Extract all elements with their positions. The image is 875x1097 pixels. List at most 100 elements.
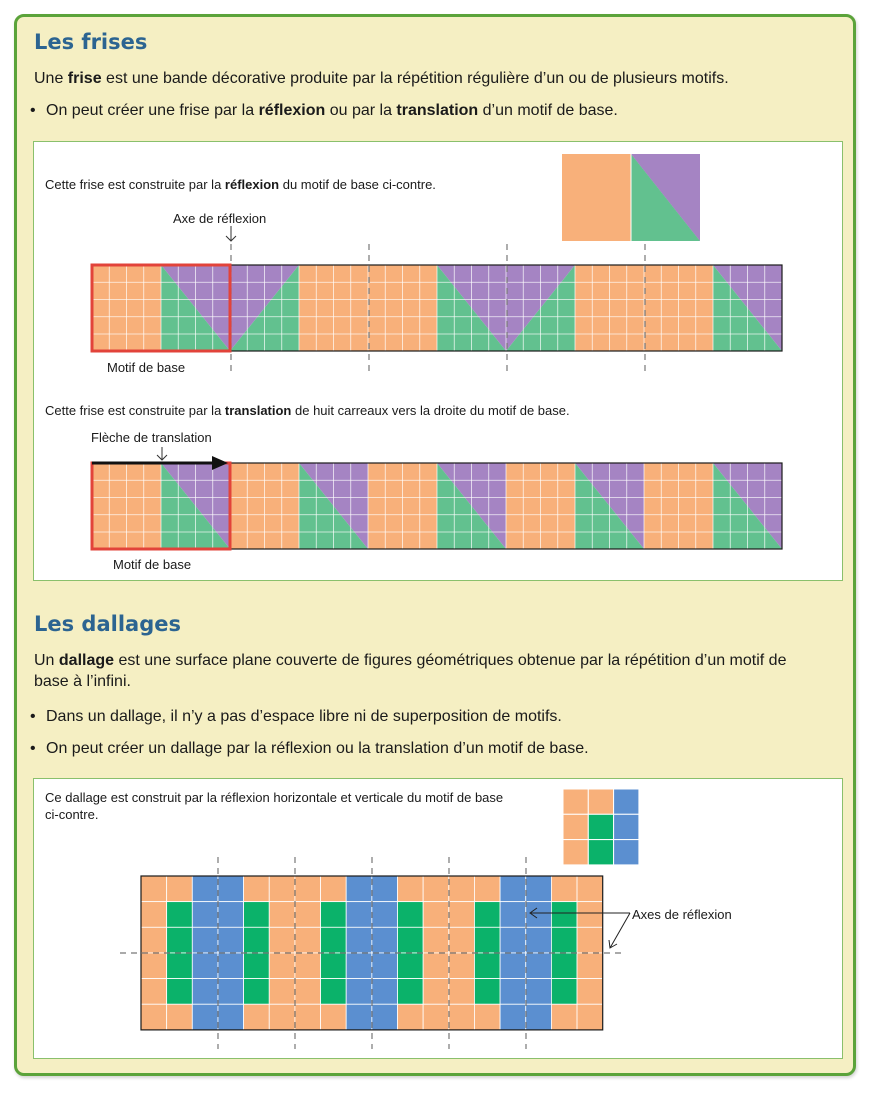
tile-cell [268, 1003, 296, 1031]
purple-triangle [631, 154, 700, 241]
tile-cell [525, 901, 552, 928]
motif-cell [562, 788, 589, 815]
tile-cell [397, 926, 424, 954]
dallage-definition: Un dallage est une surface plane couvert… [34, 652, 787, 690]
tile-cell [397, 952, 424, 980]
arrow-label-pointer-icon [156, 447, 168, 461]
tile-cell [551, 875, 578, 903]
section-title-dallages: Les dallages [34, 612, 181, 636]
tile-cell [217, 1003, 244, 1031]
tile-cell [576, 901, 604, 928]
axes-label: Axes de réflexion [632, 907, 732, 922]
tile-cell [499, 901, 527, 928]
translation-arrow-label: Flèche de translation [91, 430, 212, 445]
motif-cell [587, 839, 615, 866]
tile-cell [448, 978, 475, 1005]
tile-cell [268, 952, 296, 980]
tile-cell [551, 952, 578, 980]
tile-cell [140, 978, 168, 1005]
tile-cell [294, 901, 321, 928]
tile-cell [243, 952, 270, 980]
tile-cell [474, 875, 501, 903]
tile-cell [474, 1003, 501, 1031]
tile-cell [140, 926, 168, 954]
tile-cell [345, 1003, 373, 1031]
tile-cell [371, 952, 398, 980]
tile-cell [191, 978, 219, 1005]
dallage-motif-sample [562, 788, 640, 866]
dallage-tiling [140, 875, 604, 1031]
tile-cell [499, 1003, 527, 1031]
tile-cell [268, 901, 296, 928]
motif-cell [613, 788, 640, 815]
tile-cell [243, 978, 270, 1005]
tile-cell [422, 1003, 450, 1031]
tile-cell [525, 978, 552, 1005]
bullet-icon: • [30, 740, 36, 757]
tile-cell [140, 952, 168, 980]
tile-cell [525, 875, 552, 903]
tile-cell [191, 952, 219, 980]
tile-cell [448, 875, 475, 903]
tile-cell [268, 875, 296, 903]
tile-cell [243, 875, 270, 903]
tile-cell [371, 1003, 398, 1031]
reflexion-motif-label: Motif de base [107, 360, 185, 375]
axes-pointer-icon [529, 907, 630, 919]
tile-cell [166, 1003, 193, 1031]
tile-cell [576, 926, 604, 954]
tile-cell [294, 978, 321, 1005]
dallage-bullet-1: • Dans un dallage, il n’y a pas d’espace … [30, 708, 562, 725]
tile-cell [166, 926, 193, 954]
tile-cell [294, 926, 321, 954]
tile-cell [320, 978, 347, 1005]
tile-cell [345, 952, 373, 980]
frise-definition: Une frise est une bande décorative produ… [34, 70, 729, 87]
tile-cell [474, 978, 501, 1005]
tile-cell [422, 901, 450, 928]
dallage-axes [120, 857, 624, 1049]
translation-frieze [91, 462, 783, 550]
tile-cell [268, 926, 296, 954]
tile-cell [294, 1003, 321, 1031]
tile-cell [422, 952, 450, 980]
translation-arrowhead-icon [212, 456, 228, 470]
tile-cell [576, 978, 604, 1005]
tile-cell [294, 952, 321, 980]
reflexion-caption: Cette frise est construite par la réflex… [45, 177, 436, 192]
tile-cell [345, 875, 373, 903]
tiling-border [140, 875, 604, 1031]
tile-cell [140, 1003, 168, 1031]
motif-cell [562, 813, 589, 841]
tile-cell [217, 875, 244, 903]
tile-cell [371, 926, 398, 954]
tile-cell [499, 978, 527, 1005]
tile-cell [294, 875, 321, 903]
tile-cell [320, 926, 347, 954]
tile-cell [474, 901, 501, 928]
tile-cell [268, 978, 296, 1005]
tile-cell [525, 926, 552, 954]
tile-cell [166, 952, 193, 980]
bullet-icon: • [30, 708, 36, 725]
tile-cell [422, 875, 450, 903]
axes-pointer-icon [608, 912, 631, 949]
reflexion-frieze [91, 264, 783, 352]
tile-cell [191, 926, 219, 954]
tile-cell [551, 1003, 578, 1031]
tile-cell [217, 978, 244, 1005]
tile-cell [345, 901, 373, 928]
tile-cell [422, 926, 450, 954]
translation-motif-label: Motif de base [113, 557, 191, 572]
tile-cell [422, 978, 450, 1005]
tile-cell [191, 1003, 219, 1031]
tile-cell [576, 1003, 604, 1031]
tile-cell [371, 875, 398, 903]
tile-cell [525, 1003, 552, 1031]
tile-cell [191, 875, 219, 903]
orange-square [562, 154, 631, 241]
motif-cell [613, 839, 640, 866]
tile-cell [243, 901, 270, 928]
tile-cell [217, 952, 244, 980]
